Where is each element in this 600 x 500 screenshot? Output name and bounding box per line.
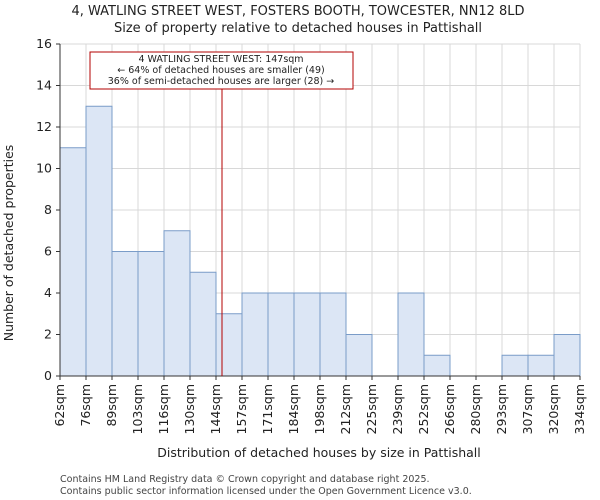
chart-subtitle: Size of property relative to detached ho… — [114, 21, 482, 36]
bar-103sqm — [137, 251, 165, 377]
x-tick-label: 103sqm — [130, 384, 145, 434]
annotation-box: 4 WATLING STREET WEST: 147sqm ← 64% of d… — [89, 51, 354, 90]
bar-320sqm — [553, 334, 581, 377]
x-tick-label: 334sqm — [572, 384, 587, 434]
annotation-line-1: 4 WATLING STREET WEST: 147sqm — [138, 54, 303, 65]
y-tick-label: 14 — [36, 78, 52, 93]
bar-293sqm — [501, 354, 529, 377]
bar-130sqm — [189, 271, 217, 377]
bar-252sqm — [423, 354, 451, 377]
x-tick-label: 225sqm — [364, 384, 379, 434]
x-tick-labels: 62sqm 76sqm 89sqm 103sqm 116sqm 130sqm 144sqm 1… — [52, 384, 587, 434]
bars — [59, 105, 581, 377]
x-tick-label: 130sqm — [182, 384, 197, 434]
y-tick-label: 8 — [44, 202, 52, 217]
x-tick-label: 76sqm — [78, 384, 93, 427]
x-tick-label: 266sqm — [442, 384, 457, 434]
x-tick-label: 293sqm — [494, 384, 509, 434]
footer-copyright: Contains HM Land Registry data © Crown c… — [60, 474, 430, 485]
x-tick-label: 116sqm — [156, 384, 171, 434]
x-tick-label: 307sqm — [520, 384, 535, 434]
x-tick-label: 320sqm — [546, 384, 561, 434]
x-axis-label: Distribution of detached houses by size … — [157, 445, 481, 460]
x-tick-label: 184sqm — [286, 384, 301, 434]
x-tick-label: 89sqm — [104, 384, 119, 427]
y-tick-label: 10 — [36, 161, 52, 176]
bar-116sqm — [163, 230, 191, 377]
x-tick-label: 280sqm — [468, 384, 483, 434]
y-tick-label: 6 — [44, 244, 52, 259]
bar-212sqm — [345, 334, 373, 377]
footer-licence: Contains public sector information licen… — [60, 486, 472, 497]
bar-157sqm — [241, 292, 269, 377]
axes — [56, 43, 581, 380]
bar-89sqm — [111, 251, 139, 377]
annotation-line-3: 36% of semi-detached houses are larger (… — [108, 76, 335, 87]
y-tick-label: 12 — [36, 119, 52, 134]
x-tick-label: 62sqm — [52, 384, 67, 427]
bar-62sqm — [59, 147, 87, 377]
y-tick-label: 2 — [44, 327, 52, 342]
chart-title: 4, WATLING STREET WEST, FOSTERS BOOTH, T… — [71, 4, 524, 19]
x-tick-label: 144sqm — [208, 384, 223, 434]
bar-171sqm — [267, 292, 295, 377]
x-tick-label: 157sqm — [234, 384, 249, 434]
x-tick-label: 171sqm — [260, 384, 275, 434]
y-axis-label: Number of detached properties — [1, 145, 16, 342]
annotation-line-2: ← 64% of detached houses are smaller (49… — [117, 65, 324, 76]
y-tick-labels: 0 2 4 6 8 10 12 14 16 — [36, 36, 52, 383]
annotation-frame — [89, 51, 354, 90]
y-tick-label: 0 — [44, 368, 52, 383]
y-tick-label: 4 — [44, 285, 52, 300]
bar-76sqm — [85, 105, 113, 377]
bar-307sqm — [527, 354, 555, 377]
bar-184sqm — [293, 292, 321, 377]
x-tick-label: 212sqm — [338, 384, 353, 434]
bar-144sqm — [215, 313, 243, 377]
bar-239sqm — [397, 292, 425, 377]
x-tick-label: 239sqm — [390, 384, 405, 434]
bar-198sqm — [319, 292, 347, 377]
x-tick-label: 198sqm — [312, 384, 327, 434]
x-tick-label: 252sqm — [416, 384, 431, 434]
y-tick-label: 16 — [36, 36, 52, 51]
